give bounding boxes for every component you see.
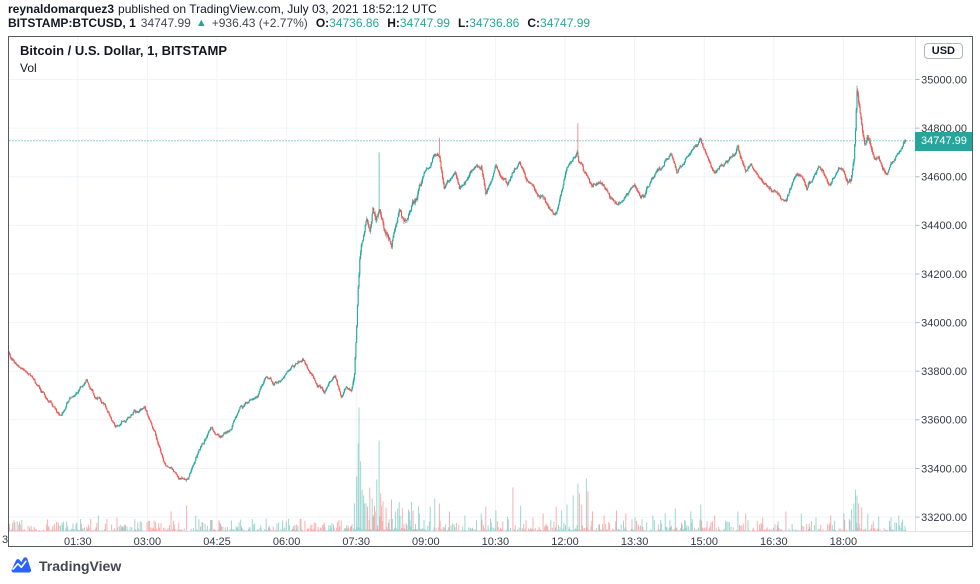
- last-price: 34747.99: [140, 16, 191, 30]
- close-value: 34747.99: [540, 16, 591, 30]
- chart-canvas[interactable]: 35000.00 34800.00 34600.00 34400.00 34200.00…: [9, 37, 972, 546]
- price-axis-tick: 33200.00: [921, 512, 967, 524]
- time-axis-tick: 12:00: [551, 536, 579, 546]
- price-axis-tick: 34000.00: [921, 317, 967, 329]
- price-axis-tick: 34400.00: [921, 220, 967, 232]
- price-change: +936.43 (+2.77%): [211, 16, 308, 30]
- price-axis-tick: 34200.00: [921, 269, 967, 281]
- time-axis-tick: 18:00: [830, 536, 858, 546]
- open-label: O:: [315, 16, 330, 30]
- symbol-label: BITSTAMP:BTCUSD, 1: [8, 16, 136, 30]
- high-value: 34747.99: [399, 16, 450, 30]
- high-label: H:: [387, 16, 400, 30]
- author-name: reynaldomarquez3: [8, 2, 115, 16]
- low-label: L:: [457, 16, 470, 30]
- time-axis-tick: 10:30: [482, 536, 510, 546]
- price-axis-tick: 34800.00: [921, 123, 967, 135]
- time-axis-tick: 06:00: [273, 536, 301, 546]
- time-axis-tick: 16:30: [760, 536, 788, 546]
- price-axis-tick: 33800.00: [921, 366, 967, 378]
- tradingview-brand-text: TradingView: [39, 557, 122, 574]
- low-value: 34736.86: [469, 16, 520, 30]
- up-arrow-icon: ▲: [195, 17, 207, 29]
- time-axis-tick: 07:30: [342, 536, 370, 546]
- price-axis-tick: 33400.00: [921, 463, 967, 475]
- time-axis-tick: 09:00: [412, 536, 440, 546]
- price-axis-tick: 33600.00: [921, 415, 967, 427]
- last-price-axis-label: 34747.99: [915, 132, 972, 151]
- chart-widget[interactable]: 35000.00 34800.00 34600.00 34400.00 34200.00…: [8, 36, 973, 547]
- open-value: 34736.86: [329, 16, 380, 30]
- price-axis-tick: 35000.00: [921, 74, 967, 86]
- attribution-line: reynaldomarquez3 published on TradingView…: [8, 2, 437, 16]
- time-axis-tick: 13:30: [621, 536, 649, 546]
- tradingview-mountain-icon: [11, 557, 32, 573]
- time-axis-tick: 01:30: [64, 536, 92, 546]
- price-axis-tick: 34600.00: [921, 172, 967, 184]
- currency-badge[interactable]: USD: [923, 43, 963, 59]
- quote-line: BITSTAMP:BTCUSD, 1 34747.99 ▲ +936.43 (+…: [8, 16, 590, 30]
- clipped-time-label: 3: [2, 534, 9, 546]
- tradingview-logo[interactable]: TradingView: [10, 556, 121, 575]
- time-axis-tick: 03:00: [134, 536, 162, 546]
- published-text: published on TradingView.com, July 03, 2…: [118, 2, 437, 16]
- time-axis-tick: 04:25: [203, 536, 231, 546]
- time-axis-tick: 15:00: [690, 536, 718, 546]
- close-label: C:: [527, 16, 541, 30]
